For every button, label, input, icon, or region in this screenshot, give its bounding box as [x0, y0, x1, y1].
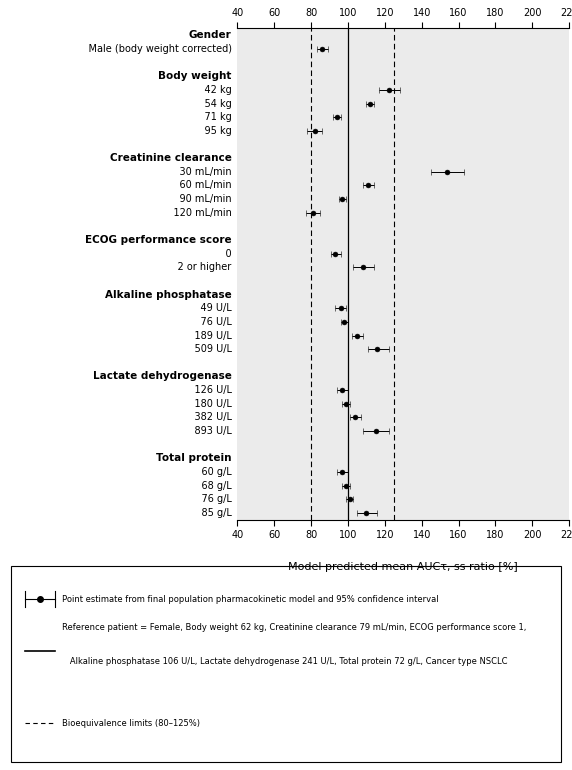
Text: 68 g/L: 68 g/L [189, 480, 232, 490]
Text: Total protein: Total protein [156, 454, 232, 464]
Text: 90 mL/min: 90 mL/min [167, 194, 232, 204]
Text: Gender: Gender [189, 30, 232, 40]
Text: 85 g/L: 85 g/L [189, 508, 232, 518]
FancyBboxPatch shape [11, 566, 561, 762]
Text: Point estimate from final population pharmacokinetic model and 95% confidence in: Point estimate from final population pha… [62, 595, 439, 604]
Text: Alkaline phosphatase: Alkaline phosphatase [105, 290, 232, 300]
Text: 509 U/L: 509 U/L [182, 344, 232, 354]
Text: 2 or higher: 2 or higher [165, 263, 232, 273]
Text: 30 mL/min: 30 mL/min [167, 167, 232, 177]
Text: 0: 0 [213, 249, 232, 259]
Text: 60 g/L: 60 g/L [189, 467, 232, 477]
Text: 76 U/L: 76 U/L [188, 317, 232, 327]
Text: 42 kg: 42 kg [192, 85, 232, 95]
Text: 71 kg: 71 kg [192, 112, 232, 122]
Text: 126 U/L: 126 U/L [182, 385, 232, 395]
Text: 54 kg: 54 kg [192, 99, 232, 109]
Text: Reference patient = Female, Body weight 62 kg, Creatinine clearance 79 mL/min, E: Reference patient = Female, Body weight … [62, 623, 526, 632]
Text: Body weight: Body weight [158, 72, 232, 82]
Text: 189 U/L: 189 U/L [182, 330, 232, 340]
Text: 76 g/L: 76 g/L [189, 494, 232, 504]
Text: ECOG performance score: ECOG performance score [85, 235, 232, 245]
Text: 893 U/L: 893 U/L [182, 426, 232, 436]
Text: 120 mL/min: 120 mL/min [161, 208, 232, 218]
Text: Creatinine clearance: Creatinine clearance [110, 153, 232, 163]
Text: 180 U/L: 180 U/L [182, 399, 232, 409]
Text: Male (body weight corrected): Male (body weight corrected) [76, 44, 232, 54]
Text: Model predicted mean AUCτ, ss ratio [%]: Model predicted mean AUCτ, ss ratio [%] [288, 562, 518, 572]
Text: 49 U/L: 49 U/L [188, 303, 232, 313]
Text: 95 kg: 95 kg [192, 126, 232, 136]
Text: 382 U/L: 382 U/L [182, 413, 232, 423]
Text: Bioequivalence limits (80–125%): Bioequivalence limits (80–125%) [62, 718, 200, 728]
Text: Lactate dehydrogenase: Lactate dehydrogenase [93, 371, 232, 381]
Text: Alkaline phosphatase 106 U/L, Lactate dehydrogenase 241 U/L, Total protein 72 g/: Alkaline phosphatase 106 U/L, Lactate de… [62, 657, 507, 666]
Text: 60 mL/min: 60 mL/min [167, 180, 232, 190]
